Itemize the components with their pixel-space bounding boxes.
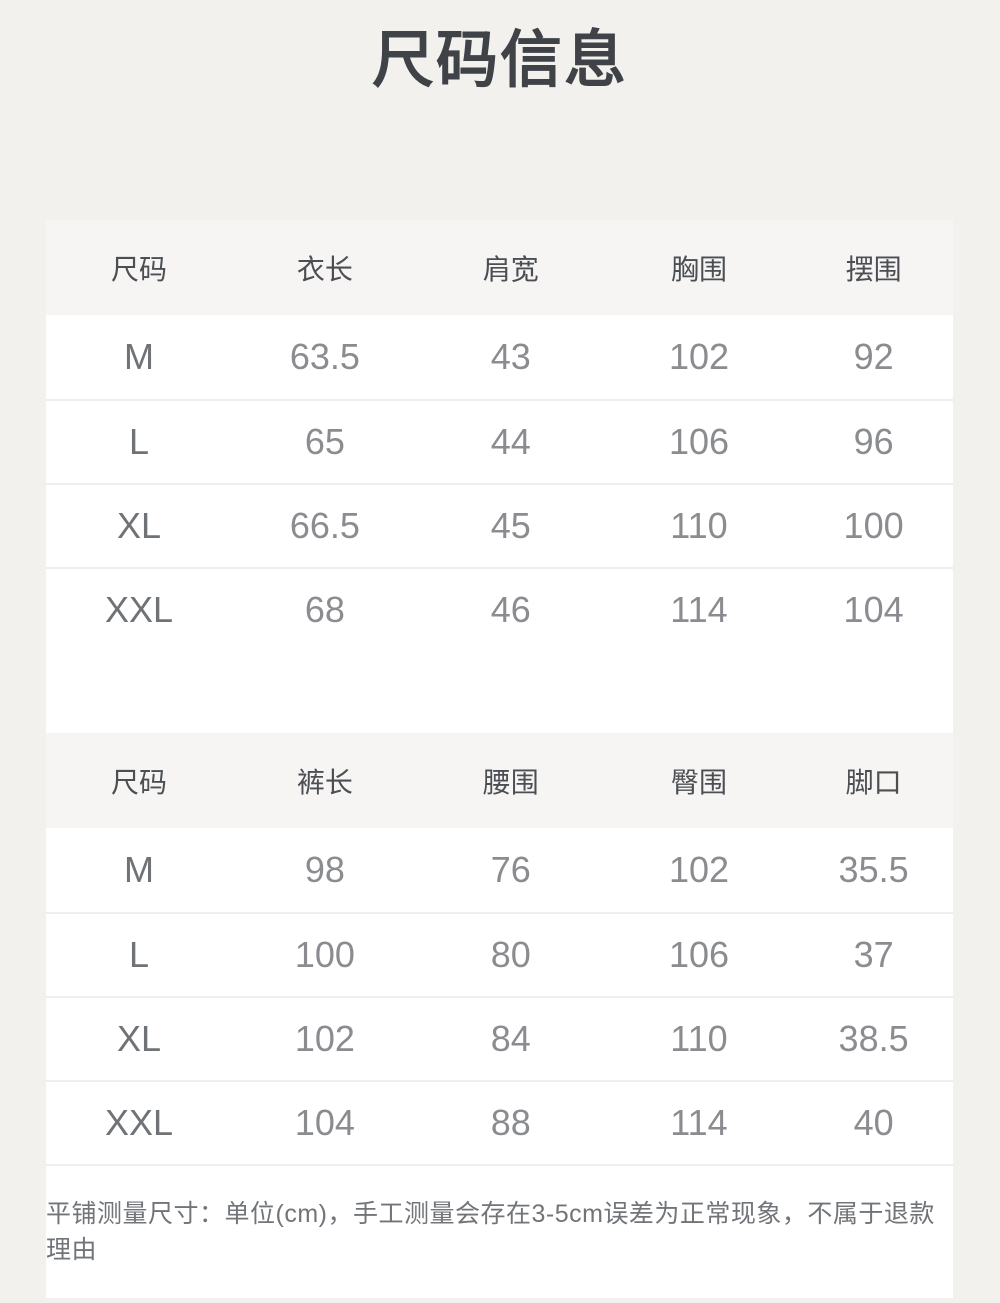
column-header: 臀围 [670,766,727,798]
measurement-value: 45 [490,505,531,546]
column-header: 尺码 [110,253,167,285]
column-header: 摆围 [845,253,902,285]
column-header: 肩宽 [482,253,539,285]
measurement-disclaimer: 平铺测量尺寸：单位(cm)，手工测量会存在3-5cm误差为正常现象，不属于退款理… [46,1164,953,1294]
table-header-row: 尺码 衣长 肩宽 胸围 摆围 [46,220,953,315]
table-spacer [46,651,953,733]
table-row: L 65 44 106 96 [46,399,953,483]
table-row: L 100 80 106 37 [46,912,953,996]
measurement-value: 65 [304,421,345,462]
measurement-value: 68 [304,589,345,630]
column-header: 尺码 [110,766,167,798]
measurement-value: 84 [490,1018,531,1059]
measurement-value: 114 [670,1102,728,1143]
measurement-value: 100 [294,934,355,975]
measurement-value: 96 [853,421,894,462]
top-size-table: 尺码 衣长 肩宽 胸围 摆围 M 63.5 43 102 92 L 65 44 … [46,220,953,651]
column-header: 裤长 [296,766,353,798]
measurement-value: 92 [853,336,894,377]
size-label: XL [116,505,161,546]
measurement-value: 106 [668,934,730,975]
size-tables-panel: 尺码 衣长 肩宽 胸围 摆围 M 63.5 43 102 92 L 65 44 … [46,220,953,1298]
size-label: XXL [104,589,173,630]
size-label: XXL [104,1102,173,1143]
size-label: L [128,421,149,462]
measurement-value: 88 [490,1102,531,1143]
size-label: L [128,934,149,975]
measurement-value: 76 [490,849,531,890]
measurement-value: 102 [668,849,730,890]
measurement-value: 44 [490,421,531,462]
measurement-value: 98 [304,849,345,890]
page-title: 尺码信息 [371,26,628,95]
measurement-value: 80 [490,934,531,975]
table-row: M 98 76 102 35.5 [46,828,953,912]
table-row: M 63.5 43 102 92 [46,315,953,399]
column-header: 胸围 [670,253,727,285]
measurement-value: 46 [490,589,531,630]
table-row: XL 102 84 110 38.5 [46,996,953,1080]
measurement-value: 102 [668,336,730,377]
pants-size-table: 尺码 裤长 腰围 臀围 脚口 M 98 76 102 35.5 L 100 80… [46,733,953,1164]
measurement-value: 38.5 [838,1018,909,1059]
measurement-value: 100 [843,505,904,546]
measurement-value: 104 [843,589,904,630]
table-row: XL 66.5 45 110 100 [46,483,953,567]
measurement-value: 110 [670,1018,728,1059]
measurement-value: 104 [294,1102,355,1143]
column-header: 衣长 [296,253,353,285]
measurement-value: 63.5 [289,336,360,377]
measurement-value: 43 [490,336,531,377]
size-label: M [123,336,154,377]
measurement-value: 114 [670,589,728,630]
measurement-value: 40 [853,1102,894,1143]
measurement-value: 102 [294,1018,355,1059]
column-header: 腰围 [482,766,539,798]
table-row: XXL 68 46 114 104 [46,567,953,651]
size-label: XL [116,1018,161,1059]
table-header-row: 尺码 裤长 腰围 臀围 脚口 [46,733,953,828]
table-row: XXL 104 88 114 40 [46,1080,953,1164]
measurement-value: 37 [853,934,894,975]
size-label: M [123,849,154,890]
measurement-value: 106 [668,421,730,462]
measurement-value: 110 [670,505,728,546]
measurement-value: 35.5 [838,849,909,890]
column-header: 脚口 [845,766,902,798]
measurement-value: 66.5 [289,505,360,546]
